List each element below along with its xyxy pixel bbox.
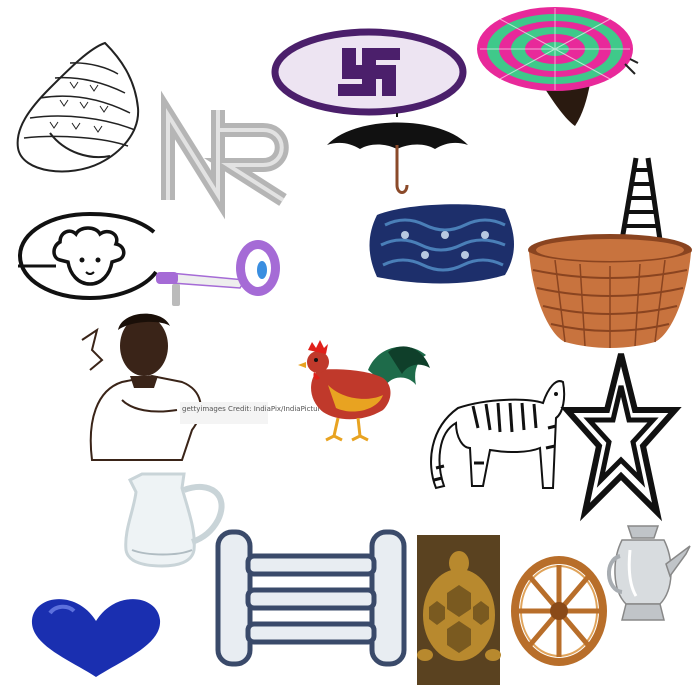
heart-icon: [31, 599, 161, 677]
tiger-icon: [430, 380, 566, 490]
wheel-icon: [511, 556, 607, 666]
brass-turtle: [417, 535, 501, 685]
umbrella: [325, 113, 470, 198]
megaphone-icon: [156, 240, 280, 306]
megaphone: [150, 238, 288, 316]
star-outline-icon: [560, 353, 682, 522]
ladder: [610, 157, 675, 241]
turtle-icon: [417, 535, 501, 685]
star: [560, 352, 682, 522]
blue-heart: [30, 595, 162, 680]
conch-shell: [10, 38, 150, 178]
wicker-basket: [525, 230, 695, 348]
kettle-icon: [607, 525, 691, 621]
frame-ladder: [210, 528, 415, 668]
photo-caption: gettyimages Credit: IndiaPix/IndiaPictur…: [182, 405, 325, 413]
jug-icon: [124, 472, 225, 568]
man-photo: gettyimages Credit: IndiaPix/IndiaPictur…: [81, 310, 325, 461]
cushion-icon: [369, 204, 514, 284]
umbrella-icon: [327, 113, 468, 194]
rooster-icon: [298, 340, 430, 442]
patterned-cushion: [365, 195, 520, 287]
nr-letters-icon: [161, 90, 289, 220]
swastika-badge: [271, 28, 467, 116]
tiger: [428, 368, 568, 493]
conch-shell-icon: [16, 41, 140, 173]
rooster: [298, 340, 433, 442]
glass-jug: [118, 470, 230, 568]
cart-wheel: [510, 555, 608, 667]
woven-fan: [475, 4, 640, 132]
nr-monogram: [158, 90, 303, 220]
basket-icon: [528, 234, 692, 348]
swastika-icon: [271, 28, 467, 116]
sheep-logo: [16, 211, 164, 301]
ladder-icon: [619, 157, 663, 241]
hand-fan-icon: [477, 7, 639, 126]
h-frame-icon: [215, 529, 407, 667]
person-photo-icon: gettyimages Credit: IndiaPix/IndiaPictur…: [81, 313, 325, 461]
sheep-icon: [17, 211, 158, 301]
silver-kettle: [600, 520, 692, 622]
